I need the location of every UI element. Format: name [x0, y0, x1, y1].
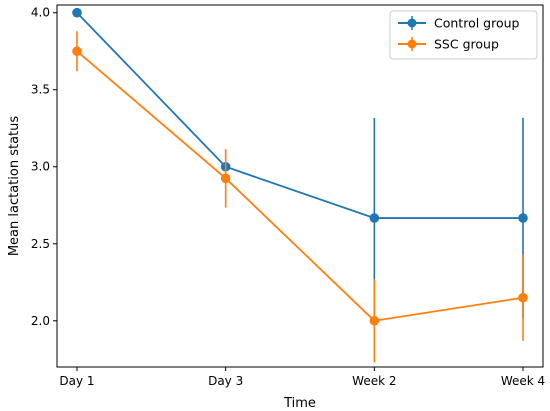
data-point: [518, 292, 528, 303]
data-point: [72, 7, 82, 18]
data-point: [220, 173, 231, 184]
legend-label-control: Control group: [434, 16, 520, 31]
y-tick-label: 2.5: [31, 237, 50, 251]
x-axis-ticks: Day 1 Day 3 Week 2 Week 4: [59, 367, 545, 388]
y-tick-label: 2.0: [31, 314, 50, 328]
y-axis-label: Mean lactation status: [7, 116, 22, 257]
y-tick-label: 3.0: [31, 160, 50, 174]
y-axis-ticks: 2.0 2.5 3.0 3.5 4.0: [31, 6, 57, 328]
y-tick-label: 4.0: [31, 6, 50, 20]
legend-marker-ssc: [407, 39, 417, 49]
x-tick-label: Week 2: [352, 374, 396, 388]
legend-frame: [389, 10, 538, 60]
plot-frame: [56, 4, 544, 368]
data-point: [518, 213, 528, 223]
x-axis-label: Time: [283, 396, 316, 411]
data-point: [369, 315, 380, 326]
data-point: [72, 46, 82, 57]
axis-layer: [56, 4, 544, 368]
data-point: [369, 213, 380, 223]
legend: Control group SSC group: [389, 10, 538, 60]
legend-marker-control: [407, 18, 417, 28]
legend-entry-control: Control group: [398, 16, 520, 31]
series-line: [76, 50, 524, 322]
series-layer: [72, 7, 528, 363]
x-tick-label: Week 4: [501, 374, 545, 388]
series-line: [76, 12, 523, 219]
series-1: [72, 31, 528, 363]
x-tick-label: Day 1: [59, 374, 94, 388]
legend-label-ssc: SSC group: [434, 37, 499, 52]
legend-entry-ssc: SSC group: [398, 37, 499, 52]
y-tick-label: 3.5: [31, 83, 50, 97]
x-tick-label: Day 3: [208, 374, 243, 388]
